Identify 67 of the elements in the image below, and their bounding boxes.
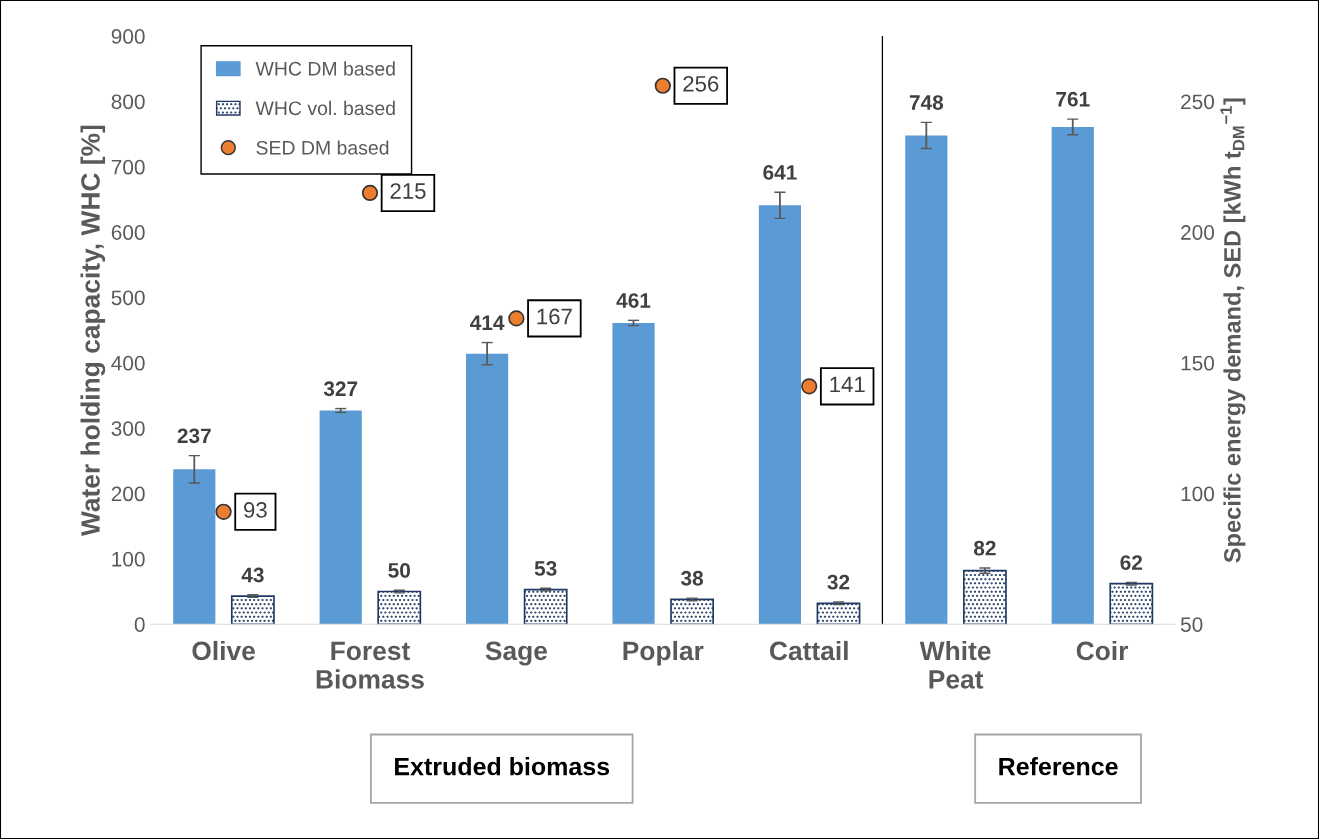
data-label: 93 <box>244 502 267 518</box>
x-tick-label: Sage <box>485 641 548 666</box>
bar <box>816 602 861 625</box>
x-tick-label: Olive <box>192 640 255 661</box>
data-label: 82 <box>973 540 996 556</box>
x-tick-label: Poplar <box>623 640 704 666</box>
data-label: 327 <box>323 381 358 397</box>
bar <box>1051 126 1094 625</box>
x-tick-label: White Peat <box>919 640 991 689</box>
y-tick-label: 500 <box>111 290 145 306</box>
data-label: 215 <box>390 183 426 199</box>
data-label: 43 <box>241 567 264 583</box>
y-tick-label: 200 <box>111 486 145 502</box>
point <box>508 310 525 327</box>
y-tick-label: 300 <box>111 421 145 436</box>
legend-label: WHC DM based <box>255 61 395 76</box>
legend-label: SED DM based <box>256 140 389 155</box>
y2-tick-label: 250 <box>1181 94 1215 110</box>
y-tick-label: 900 <box>111 29 145 44</box>
y2-tick-label: 50 <box>1180 617 1203 632</box>
x-tick-label: Forest Biomass <box>316 641 424 689</box>
bar <box>905 135 948 625</box>
y-tick-label: 100 <box>112 551 145 567</box>
x-tick-label: Cattail <box>769 640 848 661</box>
bar <box>230 595 275 625</box>
point <box>215 503 232 520</box>
y-tick-label: 0 <box>134 617 145 632</box>
data-label: 141 <box>830 376 865 393</box>
legend-label: WHC vol. based <box>255 100 395 116</box>
y-tick-label: 400 <box>111 355 145 371</box>
bar <box>612 322 655 625</box>
bar <box>173 469 216 625</box>
bar <box>1109 582 1154 625</box>
data-label: 761 <box>1056 91 1090 107</box>
data-label: 461 <box>616 293 651 308</box>
bar <box>670 598 714 625</box>
data-label: 50 <box>388 563 410 578</box>
y-axis-title: Water holding capacity, WHC [%] <box>80 125 106 537</box>
x-tick-label: Coir <box>1076 640 1129 661</box>
point <box>361 184 379 202</box>
y2-tick-label: 200 <box>1181 225 1215 240</box>
point <box>801 378 818 395</box>
bar <box>466 353 509 625</box>
data-label: 641 <box>763 165 797 180</box>
bar <box>319 410 362 625</box>
data-label: 53 <box>534 561 557 576</box>
text: Extruded biomass <box>395 757 610 776</box>
data-label: 38 <box>680 570 704 586</box>
y-tick-label: 600 <box>111 225 145 240</box>
point <box>654 77 671 94</box>
bar <box>962 569 1007 625</box>
y2-tick-label: 100 <box>1181 486 1215 502</box>
data-label: 32 <box>827 574 850 590</box>
y2-axis-title: Specific energy demand, SED [kWh t$_{DM}$$^{−1}$] <box>1220 98 1246 563</box>
data-label: 256 <box>683 75 719 92</box>
bar <box>377 590 422 625</box>
bar <box>758 205 802 625</box>
data-label: 748 <box>909 95 944 110</box>
bar <box>523 588 568 625</box>
text: Reference <box>999 757 1118 776</box>
data-label: 167 <box>537 308 572 325</box>
y-tick-label: 800 <box>111 94 145 110</box>
data-label: 62 <box>1120 555 1143 570</box>
y2-tick-label: 150 <box>1181 355 1215 371</box>
y-tick-label: 700 <box>111 159 145 175</box>
data-label: 237 <box>177 428 211 444</box>
data-label: 414 <box>470 315 505 330</box>
